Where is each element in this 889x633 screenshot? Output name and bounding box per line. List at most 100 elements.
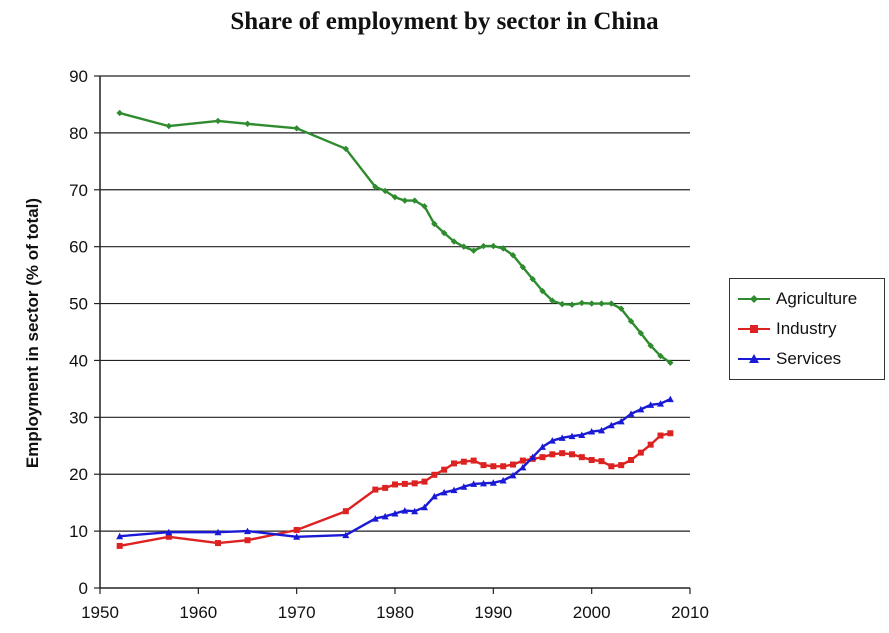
- data-point-agriculture: [499, 245, 507, 252]
- y-tick-label: 70: [69, 181, 88, 200]
- axes: [94, 75, 691, 594]
- data-point-agriculture: [421, 203, 428, 210]
- data-point-industry: [480, 462, 487, 469]
- data-point-industry: [559, 450, 566, 457]
- data-point-services: [598, 426, 605, 434]
- data-point-services: [509, 471, 517, 479]
- data-point-industry: [293, 526, 300, 533]
- series-lines: [116, 109, 674, 549]
- data-point-agriculture: [480, 242, 487, 250]
- data-point-industry: [165, 533, 172, 540]
- data-point-services: [489, 479, 497, 486]
- data-point-agriculture: [529, 275, 536, 283]
- data-point-services: [165, 528, 173, 536]
- data-point-industry: [421, 478, 428, 485]
- data-point-industry: [460, 458, 467, 465]
- data-point-services: [460, 483, 468, 490]
- data-point-services: [617, 417, 625, 425]
- data-point-agriculture: [608, 300, 615, 307]
- data-point-services: [430, 492, 438, 500]
- legend-label-industry: Industry: [776, 319, 837, 338]
- data-point-services: [440, 488, 448, 496]
- data-point-industry: [628, 457, 634, 463]
- series-line-industry: [119, 432, 671, 548]
- data-point-industry: [451, 460, 457, 467]
- data-point-agriculture: [627, 317, 635, 325]
- data-point-industry: [657, 432, 664, 439]
- data-point-agriculture: [558, 300, 566, 308]
- data-point-industry: [215, 540, 221, 547]
- data-point-agriculture: [342, 145, 350, 153]
- legend-label-services: Services: [776, 349, 842, 368]
- data-point-services: [647, 401, 655, 408]
- data-point-services: [470, 480, 478, 487]
- x-tick-label: 1970: [278, 603, 316, 622]
- chart-title: Share of employment by sector in China: [230, 8, 659, 35]
- data-point-agriculture: [490, 242, 497, 250]
- data-point-industry: [519, 457, 526, 464]
- data-point-industry: [470, 457, 477, 464]
- data-point-agriculture: [116, 109, 123, 117]
- data-point-services: [529, 453, 537, 461]
- data-point-services: [548, 437, 556, 444]
- legend: Agriculture Industry Services: [729, 278, 885, 380]
- legend-swatch-agriculture: [738, 295, 770, 303]
- legend-swatch-services: [738, 354, 770, 363]
- data-point-agriculture: [391, 193, 399, 201]
- y-tick-label: 60: [69, 238, 88, 257]
- data-point-services: [578, 431, 586, 438]
- y-tick-label: 10: [69, 522, 88, 541]
- tick-labels: 0 10 20 30 40 50 60 70 80 90 1950 1960 1970 1980 1990 2…: [69, 67, 709, 622]
- data-point-industry: [500, 463, 507, 470]
- data-point-agriculture: [401, 197, 409, 204]
- data-point-industry: [342, 508, 349, 515]
- data-point-agriculture: [411, 197, 418, 204]
- y-tick-label: 50: [69, 295, 88, 314]
- data-point-agriculture: [450, 238, 458, 245]
- data-point-agriculture: [372, 183, 379, 191]
- y-tick-label: 30: [69, 408, 88, 427]
- data-point-services: [214, 528, 222, 536]
- data-point-industry: [490, 463, 497, 470]
- data-point-industry: [510, 461, 516, 468]
- data-point-industry: [578, 454, 585, 461]
- data-point-services: [421, 503, 428, 511]
- data-point-services: [293, 533, 301, 540]
- data-point-services: [411, 507, 419, 515]
- legend-item-agriculture: Agriculture: [738, 287, 857, 311]
- data-point-agriculture: [578, 299, 586, 307]
- data-point-agriculture: [588, 300, 595, 307]
- data-point-agriculture: [460, 243, 468, 250]
- data-point-agriculture: [440, 229, 448, 237]
- data-point-services: [116, 532, 124, 540]
- data-point-agriculture: [647, 342, 654, 349]
- data-point-services: [480, 479, 487, 487]
- data-point-industry: [392, 481, 398, 488]
- data-point-industry: [569, 451, 575, 458]
- data-point-services: [401, 507, 409, 514]
- x-tick-label: 2010: [671, 603, 709, 622]
- data-point-agriculture: [667, 359, 674, 366]
- data-point-services: [381, 512, 389, 520]
- y-tick-label: 90: [69, 67, 88, 86]
- data-point-agriculture: [598, 300, 605, 307]
- series-line-agriculture: [119, 111, 671, 364]
- x-tick-label: 1960: [179, 603, 217, 622]
- x-tick-label: 1980: [376, 603, 414, 622]
- data-point-industry: [372, 486, 379, 493]
- data-point-industry: [401, 480, 408, 487]
- data-point-services: [657, 400, 664, 407]
- data-point-agriculture: [568, 301, 576, 308]
- data-point-agriculture: [165, 122, 173, 130]
- data-point-services: [558, 434, 566, 441]
- data-point-services: [499, 476, 507, 484]
- data-point-agriculture: [657, 352, 664, 360]
- data-point-industry: [431, 471, 438, 478]
- data-point-agriculture: [381, 187, 389, 195]
- legend-swatch-industry: [738, 325, 770, 333]
- data-point-services: [391, 509, 399, 517]
- data-point-industry: [647, 441, 654, 448]
- data-point-services: [607, 421, 615, 429]
- data-point-industry: [667, 430, 674, 437]
